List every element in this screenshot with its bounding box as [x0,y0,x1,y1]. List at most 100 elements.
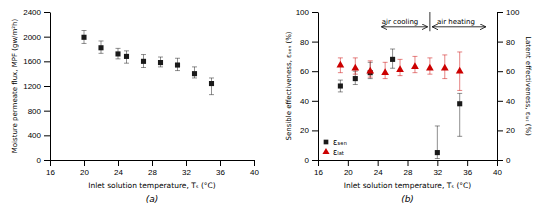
y2-axis-title: Latent effectiveness, εₗₐₜ (%) [524,36,532,136]
point [441,64,449,71]
y-axis-line [50,13,51,161]
error-bar [192,67,197,78]
point [457,101,462,106]
error-bar [209,78,214,95]
tick-mark [220,160,221,166]
error-bar [390,49,395,68]
error-bar [124,51,129,63]
tick: 60 [497,67,515,76]
tick: 20 [344,160,353,177]
marks [81,31,214,95]
tick: 0 [37,156,50,165]
point [158,60,163,65]
point [115,51,120,56]
tick: 36 [463,160,472,177]
tick: 24 [374,160,383,177]
point [426,64,434,71]
chart-container: 1620242832364004008001200160020002400Inl… [0,0,550,206]
point [209,81,214,86]
annotations: air coolingair heating [381,12,485,31]
tick: 16 [46,160,55,177]
legend-label: εₗₐₜ [333,148,344,157]
legend-item: εₛₑₙ [324,138,347,147]
y-axis-title: Moisture permeate flux, MPF (gw/m²h) [11,18,19,153]
tick-mark [152,160,153,166]
y2-axis: 0 20 40 60 80 100 [497,8,520,165]
chart-svg: 1620242832364004008001200160020002400Inl… [0,0,550,206]
point [351,64,359,71]
tick-label: 28 [148,168,157,177]
tick-mark [84,160,85,166]
tick-label: 400 [28,131,42,140]
tick: 2400 [23,8,50,17]
tick: 100 [497,8,520,17]
tick: 40 [497,97,515,106]
tick: 32 [433,160,442,177]
error-bar [435,126,440,159]
annotation-arrow [381,26,427,27]
point [337,61,345,68]
tick-mark [467,160,468,166]
y-axis-title: Sensible effectiveness, εₛₑₙ (%) [285,31,293,140]
error-bar [158,57,163,67]
point [98,45,103,50]
tick: 20 [497,126,515,135]
point [411,62,419,69]
point [338,83,343,88]
error-bar [457,93,462,136]
point [81,35,86,40]
panel-label: (a) [146,194,159,204]
tick-label: 60 [506,67,515,76]
tick-label: 32 [433,168,442,177]
error-bar [116,48,121,58]
tick-mark [497,101,503,102]
tick-mark [312,42,318,43]
tick-mark [312,101,318,102]
tick-label: 1600 [23,57,41,66]
tick-mark [50,160,51,166]
tick: 80 [300,38,318,47]
tick-label: 800 [28,107,42,116]
tick-mark [186,160,187,166]
tick: 20 [300,126,318,135]
marks [337,49,464,159]
tick-mark [497,42,503,43]
point [366,67,374,74]
error-bar [82,31,87,44]
tick-mark [348,160,349,166]
tick-mark [44,86,50,87]
tick-label: 80 [506,38,515,47]
tick-label: 20 [506,126,515,135]
tick-mark [44,12,50,13]
y-axis: 04008001200160020002400 [23,8,50,165]
error-bar [141,55,146,68]
tick-mark [312,160,318,161]
panel: 16202428323640020406080100020406080100ai… [285,8,532,204]
point [353,76,358,81]
legend-marker [322,148,329,154]
tick-label: 1200 [23,82,41,91]
legend-marker [324,140,329,145]
point [456,67,464,74]
tick-label: 0 [506,156,511,165]
tick: 0 [497,156,511,165]
tick-mark [312,130,318,131]
tick-label: 80 [300,38,309,47]
tick-label: 20 [80,168,89,177]
tick: 32 [182,160,191,177]
tick-label: 0 [37,156,42,165]
tick: 0 [305,156,318,165]
tick-label: 60 [300,67,309,76]
error-bar [99,41,104,53]
tick: 36 [216,160,225,177]
tick-mark [312,12,318,13]
tick-mark [437,160,438,166]
tick: 40 [300,97,318,106]
tick-label: 24 [114,168,123,177]
tick-mark [254,160,255,166]
error-bar [175,58,180,70]
tick-mark [44,160,50,161]
tick-mark [44,135,50,136]
tick-label: 100 [296,8,310,17]
tick-mark [497,71,503,72]
